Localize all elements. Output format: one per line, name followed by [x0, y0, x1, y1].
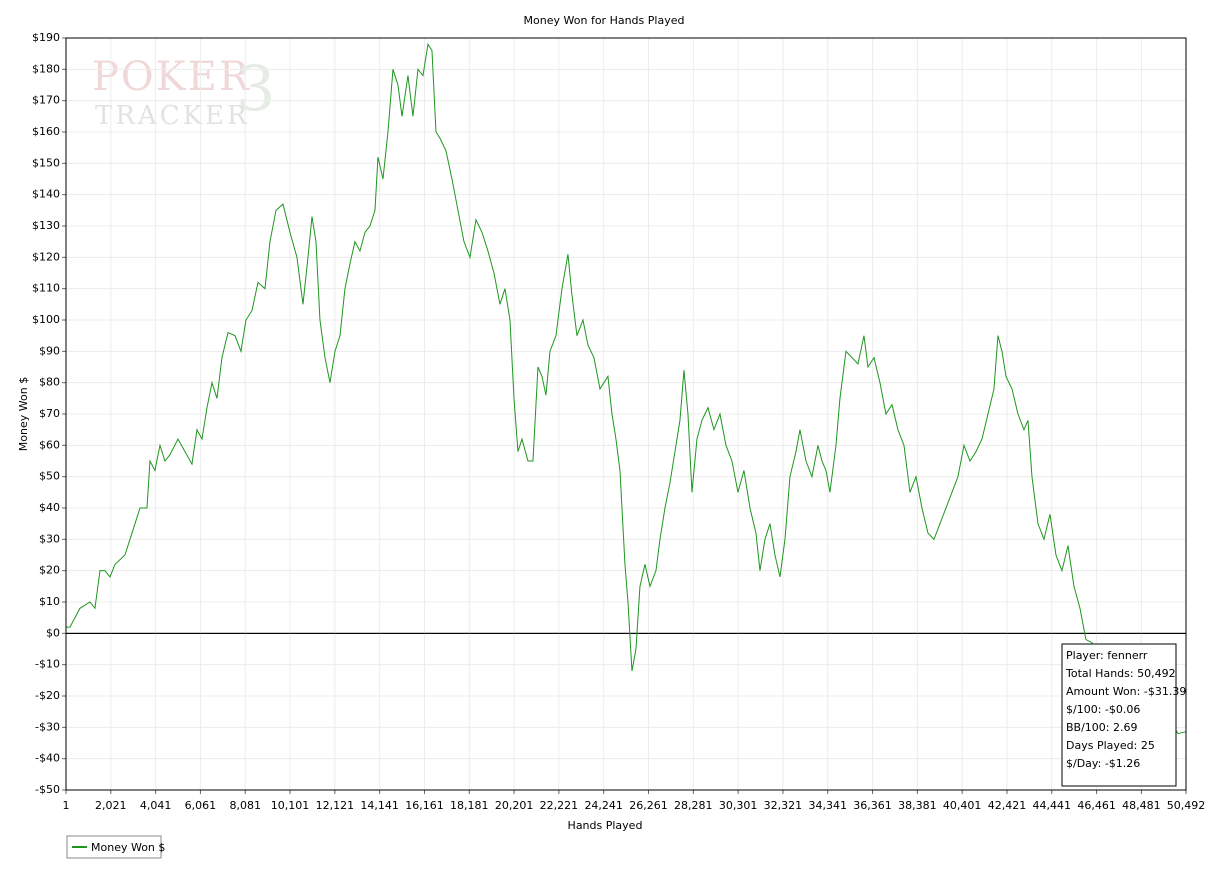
info-text: BB/100: 2.69	[1066, 721, 1138, 734]
info-text: Total Hands: 50,492	[1065, 667, 1176, 680]
x-tick-label: 20,201	[495, 799, 534, 812]
info-text: $/100: -$0.06	[1066, 703, 1140, 716]
y-tick-label: $190	[32, 31, 60, 44]
y-tick-label: $180	[32, 62, 60, 75]
y-tick-label: $30	[39, 532, 60, 545]
x-tick-label: 34,341	[808, 799, 847, 812]
x-tick-label: 22,221	[540, 799, 579, 812]
x-tick-label: 40,401	[943, 799, 982, 812]
info-text: Days Played: 25	[1066, 739, 1155, 752]
y-tick-label: -$10	[35, 658, 60, 671]
y-tick-label: $10	[39, 595, 60, 608]
info-text: Amount Won: -$31.39	[1066, 685, 1186, 698]
x-tick-label: 4,041	[140, 799, 172, 812]
y-tick-label: $150	[32, 156, 60, 169]
x-tick-label: 28,281	[674, 799, 713, 812]
y-tick-label: $170	[32, 94, 60, 107]
y-axis-label: Money Won $	[17, 377, 30, 451]
x-tick-label: 32,321	[764, 799, 803, 812]
y-tick-label: $50	[39, 470, 60, 483]
x-tick-label: 8,081	[229, 799, 261, 812]
y-tick-label: -$50	[35, 783, 60, 796]
x-tick-label: 46,461	[1077, 799, 1116, 812]
y-tick-label: -$20	[35, 689, 60, 702]
x-tick-label: 6,061	[185, 799, 217, 812]
x-tick-label: 38,381	[898, 799, 937, 812]
y-tick-label: $40	[39, 501, 60, 514]
y-tick-label: $20	[39, 564, 60, 577]
y-tick-label: $0	[46, 626, 60, 639]
x-tick-label: 14,141	[360, 799, 399, 812]
y-tick-label: $60	[39, 438, 60, 451]
legend-label: Money Won $	[91, 841, 165, 854]
y-tick-label: $120	[32, 250, 60, 263]
y-tick-label: $90	[39, 344, 60, 357]
chart-title: Money Won for Hands Played	[524, 14, 685, 27]
y-tick-label: $100	[32, 313, 60, 326]
x-tick-label: 42,421	[988, 799, 1027, 812]
data-line	[66, 42, 1187, 735]
x-tick-label: 10,101	[271, 799, 310, 812]
x-tick-label: 48,481	[1122, 799, 1161, 812]
y-tick-label: $110	[32, 282, 60, 295]
y-tick-label: $130	[32, 219, 60, 232]
x-tick-label: 24,241	[584, 799, 623, 812]
watermark: 3	[236, 52, 275, 125]
y-tick-label: -$30	[35, 720, 60, 733]
watermark: TRACKER	[95, 101, 250, 131]
x-tick-label: 36,361	[853, 799, 892, 812]
info-box	[1061, 643, 1177, 787]
y-tick-label: $160	[32, 125, 60, 138]
x-tick-label: 50,492	[1167, 799, 1206, 812]
legend-box	[66, 835, 162, 859]
plot-border	[65, 37, 1187, 791]
y-tick-label: -$40	[35, 752, 60, 765]
info-text: $/Day: -$1.26	[1066, 757, 1140, 770]
x-tick-label: 18,181	[450, 799, 489, 812]
x-tick-label: 26,261	[629, 799, 668, 812]
x-tick-label: 2,021	[95, 799, 127, 812]
x-tick-label: 30,301	[719, 799, 758, 812]
x-tick-label: 44,441	[1033, 799, 1072, 812]
legend: Money Won $	[66, 835, 165, 859]
x-tick-label: 16,161	[405, 799, 444, 812]
y-tick-label: $70	[39, 407, 60, 420]
y-tick-label: $80	[39, 376, 60, 389]
info-text: Player: fennerr	[1066, 649, 1148, 662]
x-tick-label: 12,121	[316, 799, 355, 812]
y-tick-label: $140	[32, 188, 60, 201]
x-tick-label: 1	[63, 799, 70, 812]
x-axis-label: Hands Played	[568, 819, 643, 832]
watermark: POKER	[92, 54, 251, 100]
